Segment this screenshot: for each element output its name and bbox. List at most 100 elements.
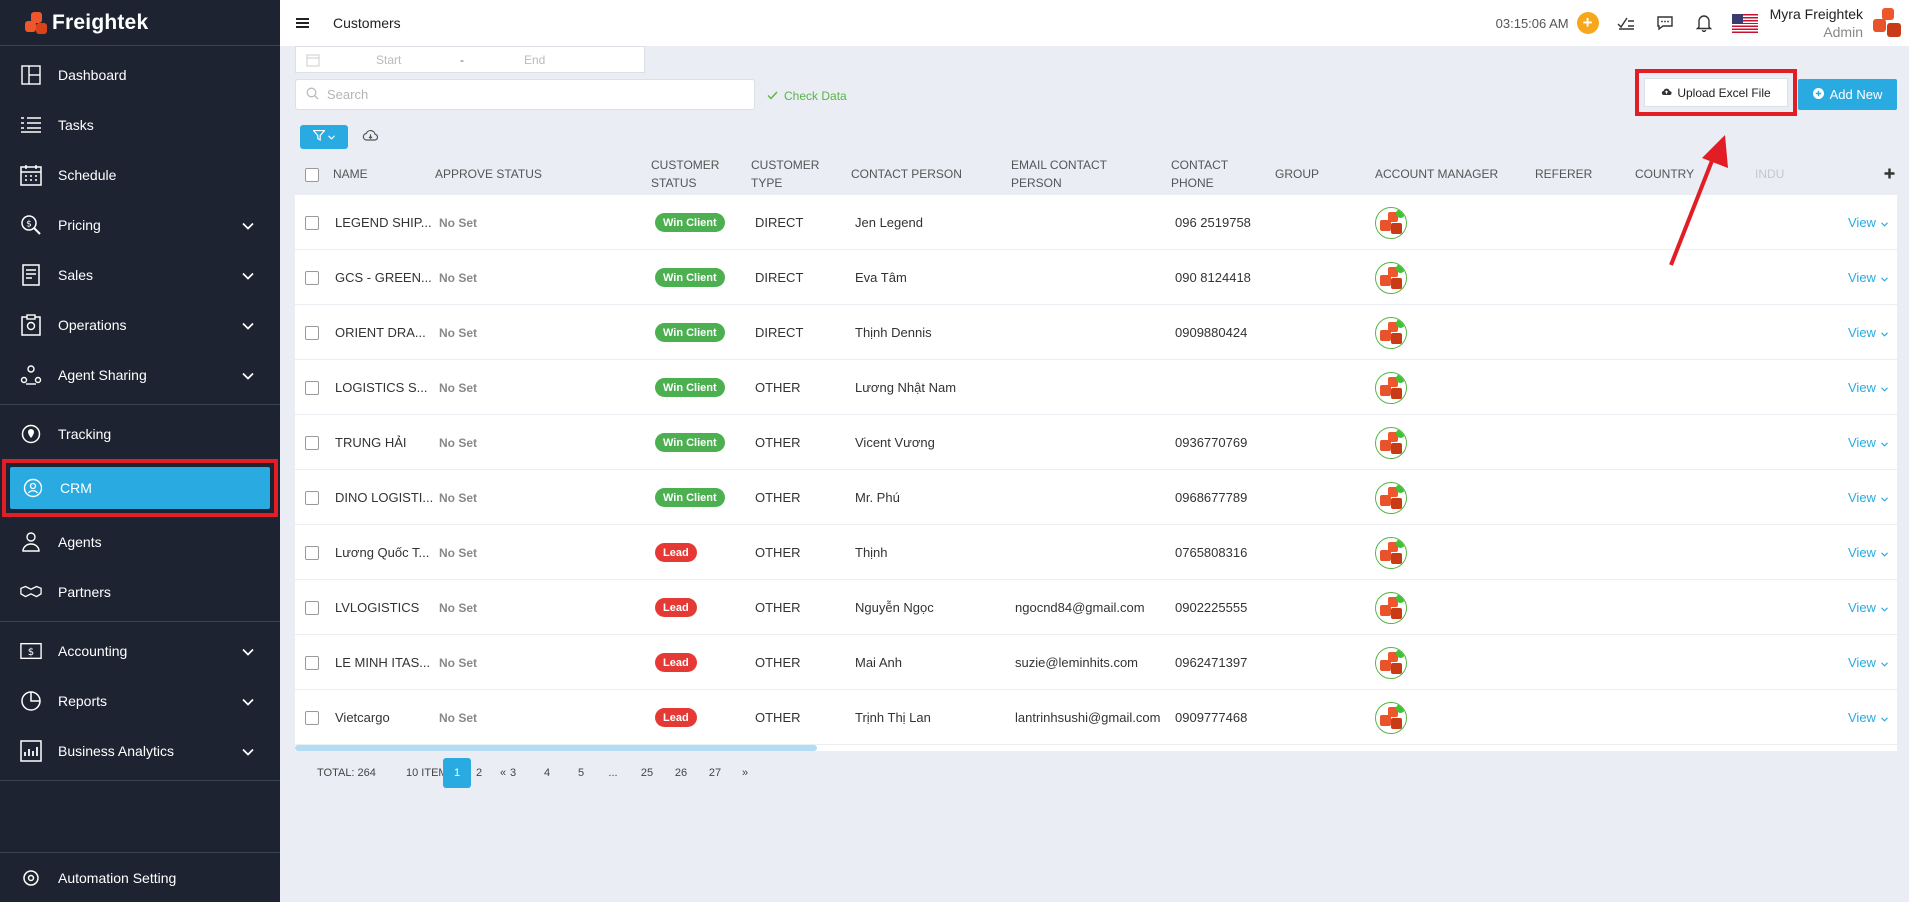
account-manager-avatar[interactable] [1375, 536, 1407, 569]
search-input[interactable] [327, 87, 747, 102]
app-logo[interactable]: Freightek [0, 0, 280, 46]
table-row[interactable]: LOGISTICS S... No Set Win Client OTHER Lương… [295, 360, 1897, 415]
select-all-checkbox[interactable] [305, 168, 319, 182]
table-row[interactable]: ORIENT DRA... No Set Win Client DIRECT Thịnh… [295, 305, 1897, 360]
add-column-icon[interactable] [1884, 167, 1895, 182]
cloud-download-icon[interactable] [362, 129, 379, 145]
view-action-link[interactable]: View [1848, 270, 1876, 285]
customer-name[interactable]: ORIENT DRA... [335, 325, 426, 340]
page-button-26[interactable]: 26 [674, 767, 688, 779]
table-row[interactable]: LVLOGISTICS No Set Lead OTHER Nguyễn Ngọc ngo… [295, 580, 1897, 635]
column-header-status[interactable]: CUSTOMER STATUS [651, 158, 720, 190]
check-data-link[interactable]: Check Data [767, 89, 847, 103]
menu-toggle-icon[interactable] [296, 16, 309, 30]
account-manager-avatar[interactable] [1375, 261, 1407, 294]
table-row[interactable]: TRUNG HẢI No Set Win Client OTHER Vicent Vươ… [295, 415, 1897, 470]
column-header-approve[interactable]: APPROVE STATUS [435, 167, 542, 181]
table-row[interactable]: LEGEND SHIP... No Set Win Client DIRECT Jen … [295, 195, 1897, 250]
view-action-link[interactable]: View [1848, 380, 1876, 395]
row-checkbox[interactable] [305, 325, 319, 340]
sidebar-item-agents[interactable]: Agents [0, 517, 280, 567]
sidebar-item-partners[interactable]: Partners [0, 567, 280, 617]
next-page-button[interactable]: » [741, 767, 749, 779]
sidebar-item-pricing[interactable]: $ Pricing [0, 200, 280, 250]
chat-icon[interactable] [1654, 12, 1676, 34]
customer-name[interactable]: DINO LOGISTI... [335, 490, 434, 505]
account-manager-avatar[interactable] [1375, 206, 1407, 239]
view-action-link[interactable]: View [1848, 490, 1876, 505]
prev-page-button[interactable]: « [499, 767, 507, 779]
horizontal-scrollbar[interactable] [295, 745, 1897, 751]
sidebar-item-tracking[interactable]: Tracking [0, 409, 280, 459]
column-header-industry[interactable]: INDU [1755, 167, 1785, 181]
page-button-27[interactable]: 27 [708, 767, 722, 779]
page-button-25[interactable]: 25 [640, 767, 654, 779]
customer-name[interactable]: GCS - GREEN... [335, 270, 432, 285]
customer-name[interactable]: LVLOGISTICS [335, 600, 420, 615]
user-info[interactable]: Myra Freightek Admin [1770, 5, 1863, 41]
sidebar-item-sales[interactable]: Sales [0, 250, 280, 300]
table-row[interactable]: DINO LOGISTI... No Set Win Client OTHER Mr. … [295, 470, 1897, 525]
sidebar-item-tasks[interactable]: Tasks [0, 100, 280, 150]
customer-name[interactable]: LEGEND SHIP... [335, 215, 432, 230]
row-checkbox[interactable] [305, 600, 319, 615]
account-manager-avatar[interactable] [1375, 481, 1407, 514]
column-header-type[interactable]: CUSTOMER TYPE [751, 158, 820, 190]
table-row[interactable]: LE MINH ITAS... No Set Lead OTHER Mai Anh suz… [295, 635, 1897, 690]
view-action-link[interactable]: View [1848, 655, 1876, 670]
view-action-link[interactable]: View [1848, 545, 1876, 560]
page-button-5[interactable]: 5 [577, 767, 585, 779]
filter-dropdown-button[interactable] [300, 125, 348, 149]
customer-name[interactable]: TRUNG HẢI [335, 435, 407, 450]
column-header-country[interactable]: COUNTRY [1635, 167, 1695, 181]
sidebar-item-automation-setting[interactable]: Automation Setting [0, 853, 280, 902]
sidebar-item-business-analytics[interactable]: Business Analytics [0, 726, 280, 776]
sidebar-item-operations[interactable]: Operations [0, 300, 280, 350]
sidebar-item-reports[interactable]: Reports [0, 676, 280, 726]
customer-name[interactable]: Vietcargo [335, 710, 390, 725]
row-checkbox[interactable] [305, 490, 319, 505]
row-checkbox[interactable] [305, 215, 319, 230]
view-action-link[interactable]: View [1848, 435, 1876, 450]
view-action-link[interactable]: View [1848, 325, 1876, 340]
sidebar-item-schedule[interactable]: Schedule [0, 150, 280, 200]
row-checkbox[interactable] [305, 545, 319, 560]
view-action-link[interactable]: View [1848, 215, 1876, 230]
view-action-link[interactable]: View [1848, 600, 1876, 615]
customer-name[interactable]: LE MINH ITAS... [335, 655, 431, 670]
account-manager-avatar[interactable] [1375, 426, 1407, 459]
customer-name[interactable]: LOGISTICS S... [335, 380, 428, 395]
bell-icon[interactable] [1693, 12, 1715, 34]
column-header-name[interactable]: NAME [333, 167, 368, 181]
view-action-link[interactable]: View [1848, 710, 1876, 725]
us-flag-icon[interactable] [1731, 13, 1758, 33]
add-new-button[interactable]: Add New [1798, 79, 1897, 110]
column-header-manager[interactable]: ACCOUNT MANAGER [1375, 167, 1499, 181]
upload-excel-button[interactable]: Upload Excel File [1644, 78, 1788, 107]
table-row[interactable]: GCS - GREEN... No Set Win Client DIRECT Eva … [295, 250, 1897, 305]
row-checkbox[interactable] [305, 655, 319, 670]
column-header-group[interactable]: GROUP [1275, 167, 1320, 181]
sidebar-item-dashboard[interactable]: Dashboard [0, 50, 280, 100]
page-button-1[interactable]: 1 [443, 758, 471, 788]
page-button-2[interactable]: 2 [475, 767, 483, 779]
customer-name[interactable]: Lương Quốc T... [335, 545, 430, 560]
column-header-referer[interactable]: REFERER [1535, 167, 1593, 181]
row-checkbox[interactable] [305, 380, 319, 395]
account-manager-avatar[interactable] [1375, 371, 1407, 404]
user-avatar-icon[interactable] [1869, 5, 1905, 41]
column-header-email[interactable]: EMAIL CONTACT PERSON [1011, 158, 1107, 190]
account-manager-avatar[interactable] [1375, 701, 1407, 734]
column-header-phone[interactable]: CONTACT PHONE [1171, 158, 1228, 190]
quick-add-button[interactable]: + [1576, 12, 1599, 34]
sidebar-item-accounting[interactable]: $ Accounting [0, 626, 280, 676]
account-manager-avatar[interactable] [1375, 316, 1407, 349]
row-checkbox[interactable] [305, 435, 319, 450]
table-row[interactable]: Vietcargo No Set Lead OTHER Trịnh Thị Lan lan… [295, 690, 1897, 745]
sidebar-item-crm[interactable]: CRM [10, 467, 270, 509]
page-button-4[interactable]: 4 [543, 767, 551, 779]
page-button-3[interactable]: 3 [509, 767, 517, 779]
row-checkbox[interactable] [305, 270, 319, 285]
table-row[interactable]: Lương Quốc T... No Set Lead OTHER Thịnh 07658… [295, 525, 1897, 580]
column-header-contact[interactable]: CONTACT PERSON [851, 167, 962, 181]
